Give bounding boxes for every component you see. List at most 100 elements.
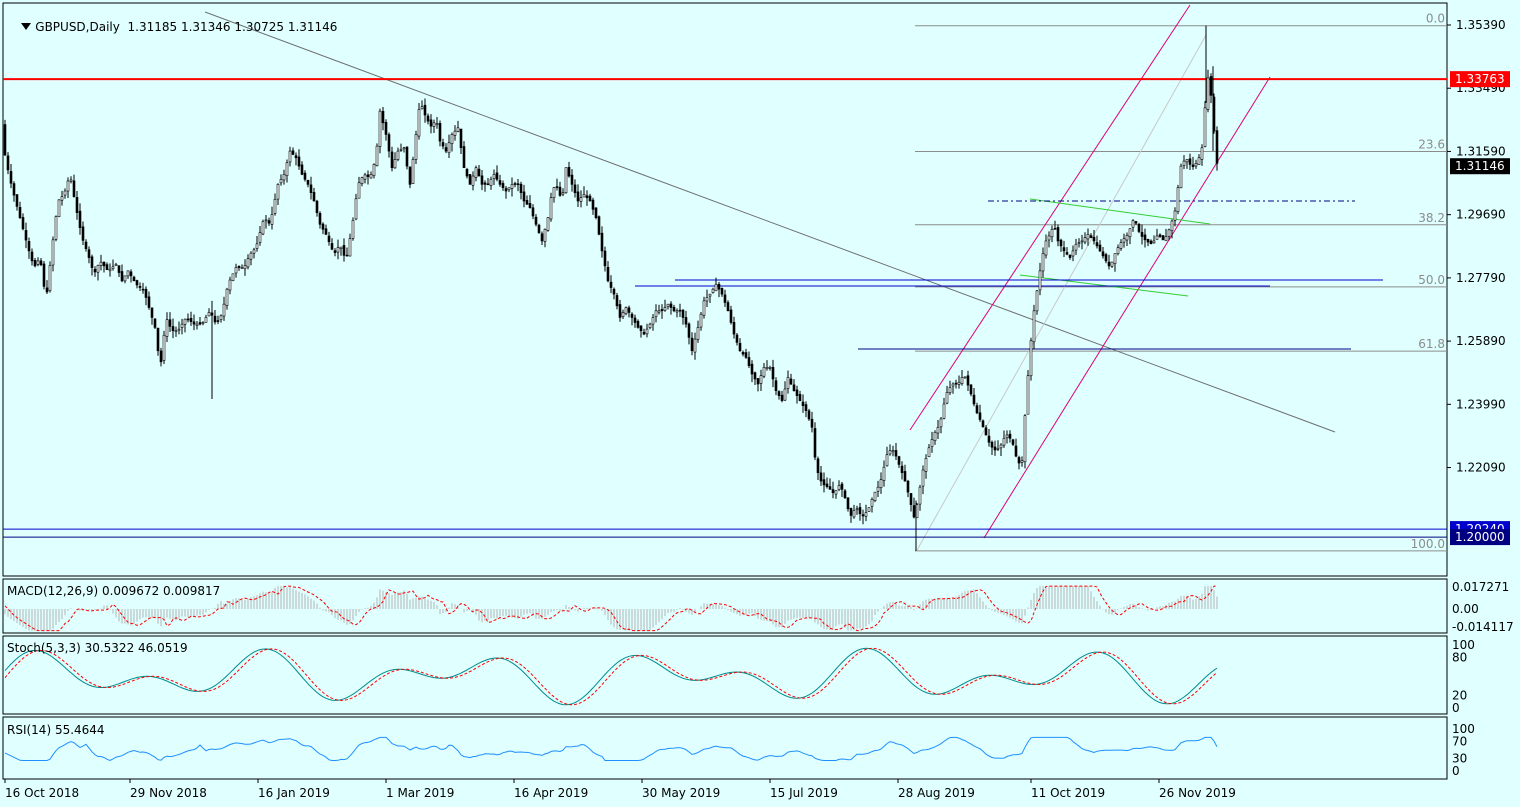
channel-lower-line[interactable]	[983, 76, 1271, 539]
candle-body	[288, 150, 292, 163]
candle-body	[1008, 433, 1012, 439]
candle-body	[726, 302, 730, 312]
candle-body	[312, 192, 316, 202]
candle-body	[714, 283, 718, 292]
candle-body	[1101, 251, 1105, 257]
candle-body	[1194, 163, 1198, 167]
candle-body	[222, 303, 226, 317]
candle-body	[438, 123, 442, 142]
candle-body	[84, 241, 88, 250]
candle-body	[294, 155, 298, 159]
candle-body	[204, 317, 208, 323]
candle-body	[99, 261, 103, 266]
resistance-badge	[1450, 71, 1510, 88]
candle-body	[489, 179, 493, 186]
support-2-label: 1.20000	[1455, 530, 1505, 544]
candle-body	[822, 479, 826, 486]
candle-body	[864, 512, 868, 517]
price-tick-label: 1.23990	[1456, 397, 1506, 411]
candle-body	[522, 191, 526, 202]
candle-body	[1071, 250, 1075, 257]
candle-body	[828, 486, 832, 490]
candle-body	[423, 104, 427, 116]
candle-body	[612, 288, 616, 295]
stoch-main-line	[4, 647, 1218, 706]
ohlc-values: 1.31185 1.31346 1.30725 1.31146	[127, 20, 338, 34]
trendline-drawings[interactable]	[204, 4, 1383, 553]
candle-body	[930, 439, 934, 447]
candle-body	[771, 367, 775, 380]
candle-body	[624, 307, 628, 315]
candle-body	[72, 180, 76, 197]
candle-body	[873, 491, 877, 501]
candle-body	[1215, 130, 1219, 164]
candle-body	[237, 265, 241, 268]
candle-body	[456, 127, 460, 132]
candle-body	[6, 155, 10, 171]
channel-upper-line[interactable]	[909, 4, 1191, 431]
candle-body	[252, 249, 256, 254]
candle-body	[243, 265, 247, 270]
candle-body	[1170, 220, 1174, 231]
candle-body	[927, 447, 931, 458]
candle-body	[273, 199, 277, 214]
candle-body	[996, 448, 1000, 450]
dropdown-triangle-icon[interactable]	[21, 23, 32, 30]
candle-body	[1161, 235, 1165, 241]
stoch-tick-label: 0	[1452, 701, 1460, 715]
candle-body	[843, 490, 847, 499]
candle-body	[18, 207, 22, 218]
candle-body	[798, 394, 802, 401]
candle-body	[888, 450, 892, 455]
candle-body	[108, 268, 112, 272]
candle-body	[1182, 160, 1186, 166]
candle-body	[1104, 254, 1108, 262]
candle-body	[90, 256, 94, 268]
candle-body	[1044, 240, 1048, 256]
major-downtrend-line[interactable]	[204, 11, 1336, 433]
channel-mid-line[interactable]	[915, 34, 1207, 553]
rsi-tick-label: 0	[1452, 764, 1460, 778]
candle-body	[840, 483, 844, 490]
candle-body	[390, 151, 394, 169]
horizontal-levels[interactable]	[3, 78, 1447, 538]
candle-body	[120, 271, 124, 282]
candle-body	[717, 284, 721, 290]
candle-body	[867, 507, 871, 512]
stoch-signal-line	[4, 647, 1218, 706]
candle-body	[543, 229, 547, 242]
candle-body	[816, 458, 820, 474]
candle-body	[60, 196, 64, 201]
candle-body	[246, 258, 250, 268]
candle-body	[129, 271, 133, 277]
candle-body	[660, 309, 664, 312]
candle-body	[678, 309, 682, 312]
flag-upper-line[interactable]	[1029, 198, 1211, 225]
candle-body	[1191, 164, 1195, 167]
candle-body	[291, 150, 295, 155]
candle-body	[1137, 224, 1141, 232]
candle-body	[666, 303, 670, 307]
candle-body	[495, 172, 499, 180]
candle-body	[483, 182, 487, 185]
candle-body	[990, 441, 994, 448]
candle-body	[279, 179, 283, 184]
candle-body	[645, 328, 649, 335]
candle-body	[501, 183, 505, 189]
candle-body	[906, 480, 910, 493]
candle-body	[579, 197, 583, 202]
time-tick-label: 29 Nov 2018	[130, 786, 207, 800]
candle-body	[324, 228, 328, 235]
fibonacci-retracement[interactable]: 0.0 23.6 38.2 50.0 61.8 100.0	[915, 12, 1447, 552]
candle-body	[582, 194, 586, 198]
candle-body	[792, 384, 796, 391]
candle-body	[267, 220, 271, 224]
candle-body	[1200, 147, 1204, 160]
price-axis[interactable]: 1.353901.334901.315901.296901.277901.258…	[1447, 18, 1510, 546]
candle-body	[165, 319, 169, 337]
candle-body	[486, 183, 490, 186]
candle-body	[1002, 438, 1006, 446]
candle-body	[1074, 243, 1078, 251]
